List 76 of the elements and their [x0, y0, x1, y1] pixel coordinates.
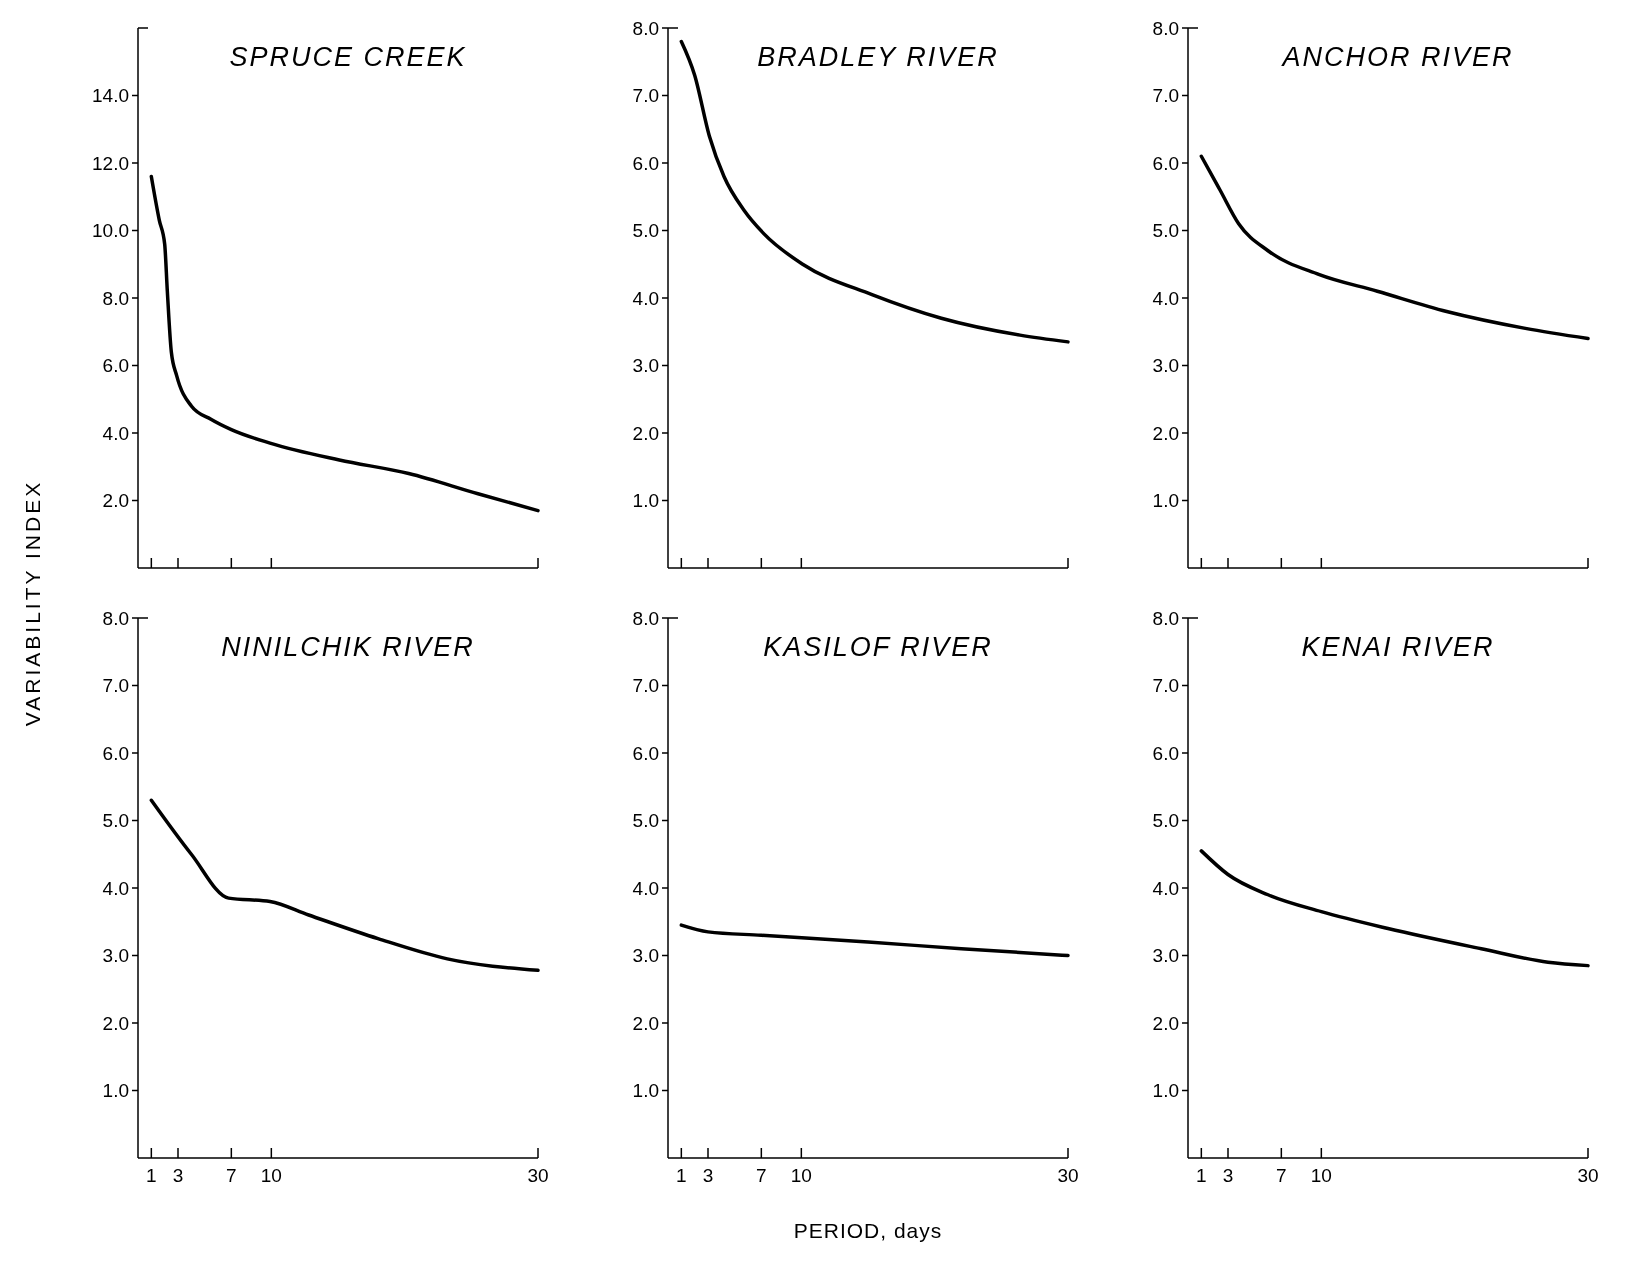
y-tick-label: 7.0	[102, 675, 129, 697]
text: SPRUCE CREEK	[229, 42, 467, 72]
x-tick-label: 1	[146, 1165, 157, 1186]
x-tick-label: 1	[1196, 1165, 1207, 1186]
y-tick-label: 6.0	[1152, 742, 1179, 764]
y-tick-label: 1.0	[1152, 490, 1179, 512]
x-tick-label: 3	[1222, 1165, 1234, 1186]
line-series	[149, 798, 540, 973]
y-tick-label: 2.0	[102, 490, 129, 512]
y-tick-label: 4.0	[102, 422, 129, 444]
text: KENAI RIVER	[1301, 632, 1495, 662]
y-tick-label: 1.0	[632, 1080, 659, 1102]
x-tick-label: 10	[260, 1165, 282, 1186]
y-tick-label: 5.0	[632, 810, 659, 832]
y-tick-label: 6.0	[632, 152, 659, 174]
x-tick-label: 30	[1057, 1165, 1079, 1186]
y-tick-label: 2.0	[632, 1012, 659, 1034]
y-tick-label: 1.0	[1152, 1080, 1179, 1102]
y-tick-label: 12.0	[92, 152, 129, 174]
x-tick-label: 3	[702, 1165, 714, 1186]
line-series	[679, 923, 1070, 958]
y-tick-label: 4.0	[102, 877, 129, 899]
y-tick-label: 3.0	[632, 355, 659, 377]
line-series	[1199, 849, 1590, 968]
y-tick-label: 4.0	[632, 877, 659, 899]
y-tick-label: 5.0	[102, 810, 129, 832]
line-series	[679, 39, 1070, 344]
y-tick-label: 8.0	[632, 607, 659, 629]
y-tick-label: 2.0	[1152, 1012, 1179, 1034]
y-tick-label: 7.0	[1152, 85, 1179, 107]
x-tick-label: 10	[790, 1165, 812, 1186]
text: NINILCHIK RIVER	[221, 632, 475, 662]
y-tick-label: 8.0	[632, 17, 659, 39]
y-tick-label: 2.0	[1152, 422, 1179, 444]
y-tick-label: 5.0	[1152, 810, 1179, 832]
y-tick-label: 7.0	[632, 85, 659, 107]
y-tick-label: 1.0	[632, 490, 659, 512]
y-tick-label: 10.0	[92, 220, 129, 242]
y-tick-label: 5.0	[1152, 220, 1179, 242]
y-tick-label: 5.0	[632, 220, 659, 242]
x-tick-label: 7	[1276, 1165, 1287, 1186]
text: BRADLEY RIVER	[757, 42, 999, 72]
y-tick-label: 3.0	[1152, 945, 1179, 967]
x-axis-title: PERIOD, days	[793, 1219, 943, 1242]
x-tick-label: 1	[676, 1165, 687, 1186]
y-tick-label: 8.0	[102, 607, 129, 629]
text: KASILOF RIVER	[763, 632, 993, 662]
y-tick-label: 4.0	[1152, 877, 1179, 899]
y-tick-label: 4.0	[1152, 287, 1179, 309]
y-tick-label: 8.0	[1152, 607, 1179, 629]
y-tick-label: 14.0	[92, 85, 129, 107]
text: ANCHOR RIVER	[1280, 42, 1514, 72]
y-tick-label: 7.0	[1152, 675, 1179, 697]
x-tick-label: 10	[1310, 1165, 1332, 1186]
y-tick-label: 6.0	[102, 355, 129, 377]
line-series	[1199, 154, 1590, 341]
y-tick-label: 4.0	[632, 287, 659, 309]
y-tick-label: 3.0	[102, 945, 129, 967]
y-tick-label: 1.0	[102, 1080, 129, 1102]
y-tick-label: 6.0	[102, 742, 129, 764]
x-tick-label: 7	[226, 1165, 237, 1186]
y-tick-label: 3.0	[1152, 355, 1179, 377]
y-tick-label: 2.0	[102, 1012, 129, 1034]
x-tick-label: 3	[172, 1165, 184, 1186]
y-tick-label: 6.0	[632, 742, 659, 764]
y-tick-label: 8.0	[1152, 17, 1179, 39]
y-tick-label: 8.0	[102, 287, 129, 309]
x-tick-label: 30	[527, 1165, 549, 1186]
y-tick-label: 2.0	[632, 422, 659, 444]
y-axis-title: VARIABILITY INDEX	[21, 479, 44, 727]
line-series	[149, 174, 540, 513]
y-tick-label: 3.0	[632, 945, 659, 967]
x-tick-label: 7	[756, 1165, 767, 1186]
y-tick-label: 6.0	[1152, 152, 1179, 174]
y-tick-label: 7.0	[632, 675, 659, 697]
x-tick-label: 30	[1577, 1165, 1599, 1186]
